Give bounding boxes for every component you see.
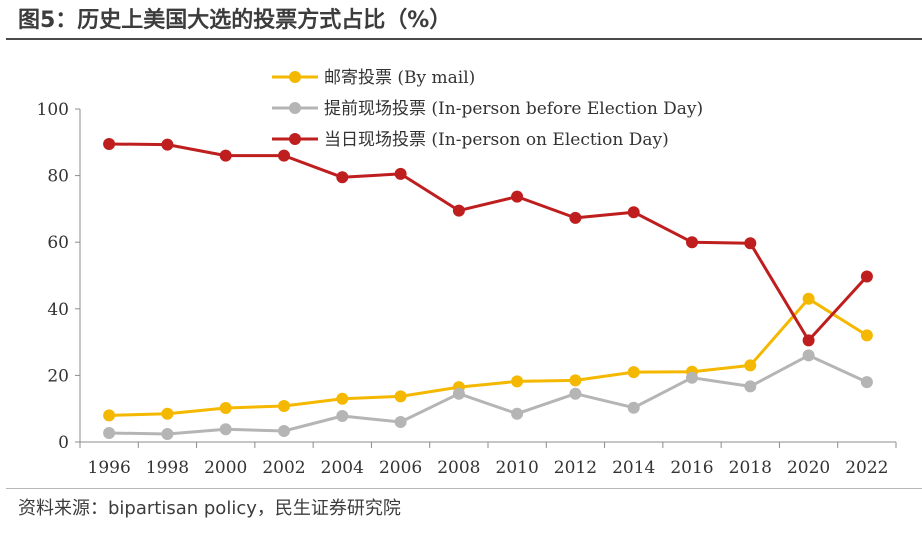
- data-point: [278, 149, 290, 162]
- x-tick-label: 2000: [204, 458, 247, 478]
- data-point: [278, 425, 290, 437]
- data-point: [336, 171, 349, 184]
- data-point: [103, 427, 116, 439]
- legend-label: 提前现场投票 (In-person before Election Day): [324, 99, 703, 119]
- x-tick-label: 2016: [670, 458, 713, 478]
- data-point: [802, 349, 815, 362]
- x-tick-label: 2006: [379, 458, 422, 478]
- footer-divider: [6, 488, 922, 489]
- series-1: [103, 349, 873, 440]
- title-divider: [6, 38, 922, 40]
- x-tick-label: 2002: [262, 458, 305, 478]
- data-point: [336, 392, 349, 405]
- y-tick-label: 80: [47, 167, 69, 187]
- data-point: [394, 167, 407, 180]
- data-point: [394, 416, 407, 428]
- data-point: [802, 292, 815, 305]
- x-tick-label: 2014: [612, 458, 655, 478]
- x-tick-label: 2022: [845, 458, 888, 478]
- legend-label: 当日现场投票 (In-person on Election Day): [324, 130, 669, 150]
- data-point: [452, 204, 465, 217]
- line-chart: 0 20 40 60 80 100 1996 1998 2000 2002 2004 2006 2008…: [37, 68, 897, 478]
- y-tick-label: 60: [47, 233, 69, 253]
- series-line: [109, 353, 868, 436]
- data-point: [686, 236, 698, 249]
- series-2: [103, 138, 873, 347]
- series-line: [109, 142, 869, 342]
- series-line: [109, 297, 868, 417]
- data-point: [744, 359, 757, 372]
- legend-item: 当日现场投票 (In-person on Election Day): [272, 130, 669, 150]
- legend-item: 提前现场投票 (In-person before Election Day): [272, 99, 703, 119]
- data-point: [336, 410, 349, 422]
- data-point: [452, 387, 465, 400]
- data-point: [686, 371, 698, 384]
- x-tick-label: 2020: [787, 458, 830, 478]
- data-point: [569, 211, 582, 224]
- legend-swatch-marker: [289, 102, 301, 114]
- data-point: [569, 387, 582, 400]
- legend: 邮寄投票 (By mail) 提前现场投票 (In-person before E…: [272, 68, 703, 150]
- data-point: [744, 380, 757, 393]
- data-point: [161, 138, 174, 151]
- data-point: [802, 334, 815, 347]
- x-tick-label: 2010: [496, 458, 539, 478]
- data-point: [860, 376, 873, 389]
- series-0: [103, 292, 873, 422]
- data-point: [860, 270, 873, 283]
- x-tick-label: 2018: [729, 458, 772, 478]
- y-tick-label: 0: [58, 433, 69, 453]
- data-point: [103, 138, 116, 150]
- x-tick-label: 1996: [88, 458, 131, 478]
- series-group: [103, 138, 873, 440]
- data-point: [278, 400, 290, 412]
- legend-label: 邮寄投票 (By mail): [324, 68, 475, 88]
- data-point: [161, 407, 174, 420]
- data-point: [103, 409, 116, 422]
- data-point: [860, 329, 873, 342]
- data-point: [219, 423, 232, 436]
- data-point: [627, 206, 640, 219]
- data-point: [511, 190, 524, 203]
- data-point: [219, 149, 232, 162]
- x-tick-label: 2012: [554, 458, 597, 478]
- axes: 0 20 40 60 80 100 1996 1998 2000 2002 2004 2006 2008…: [37, 100, 897, 478]
- data-point: [627, 366, 640, 379]
- data-point: [511, 375, 524, 388]
- y-tick-label: 20: [47, 366, 69, 386]
- figure-title: 图5：历史上美国大选的投票方式占比（%）: [18, 8, 452, 33]
- x-tick-label: 1998: [146, 458, 189, 478]
- chart-area: 0 20 40 60 80 100 1996 1998 2000 2002 2004 2006 2008…: [6, 40, 922, 488]
- legend-item: 邮寄投票 (By mail): [272, 68, 475, 88]
- data-point: [627, 401, 640, 414]
- x-tick-label: 2004: [321, 458, 364, 478]
- data-point: [744, 237, 757, 250]
- y-tick-label: 100: [37, 100, 69, 120]
- source-note: 资料来源：bipartisan policy，民生证券研究院: [18, 498, 401, 519]
- data-point: [161, 428, 174, 440]
- legend-swatch-marker: [289, 133, 301, 145]
- data-point: [394, 390, 407, 403]
- data-point: [219, 402, 232, 414]
- legend-swatch-marker: [289, 71, 301, 83]
- data-point: [511, 407, 524, 420]
- data-point: [569, 374, 582, 387]
- x-tick-label: 2008: [437, 458, 480, 478]
- y-tick-label: 40: [47, 300, 69, 320]
